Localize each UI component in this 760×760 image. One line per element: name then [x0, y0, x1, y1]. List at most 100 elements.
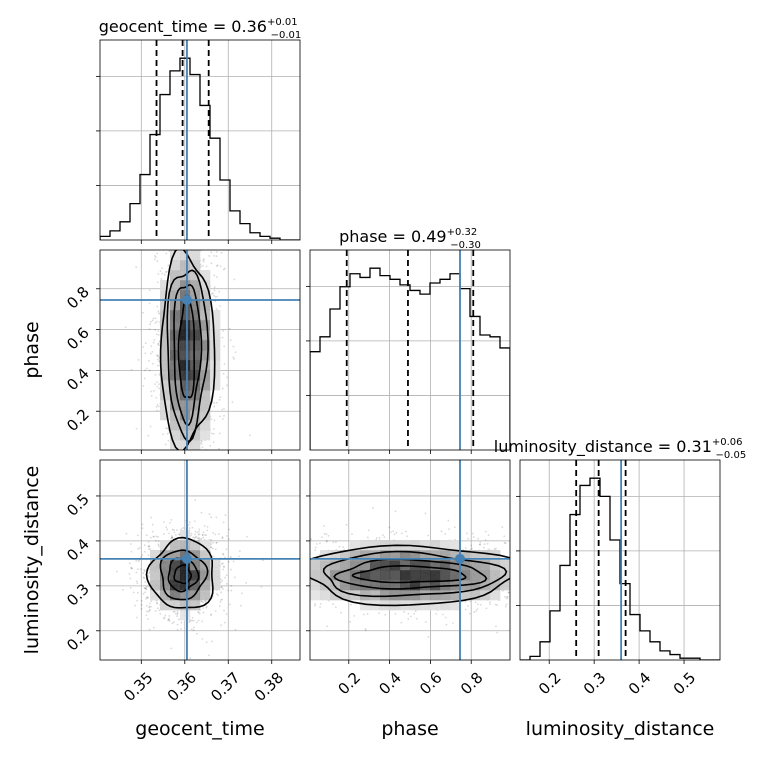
sample-point	[314, 549, 317, 552]
sample-point	[241, 592, 243, 595]
sample-point	[151, 350, 154, 353]
density-cell	[170, 250, 181, 261]
sample-point	[245, 457, 247, 459]
sample-point	[511, 581, 513, 583]
density-geocent_time-luminosity_distance	[115, 499, 264, 660]
sample-point	[201, 620, 204, 623]
sample-point	[279, 577, 281, 579]
sample-point	[198, 470, 200, 472]
density-cell	[170, 260, 181, 271]
x-tick-label-geocent_time: 0.35	[120, 669, 156, 705]
sample-point	[488, 548, 491, 551]
sample-point	[323, 532, 326, 535]
sample-point	[222, 568, 225, 571]
density-cell	[370, 570, 381, 581]
sample-point	[262, 551, 264, 553]
sample-point	[504, 605, 507, 608]
sample-point	[210, 453, 212, 455]
sample-point	[505, 603, 508, 606]
sample-point	[285, 572, 287, 574]
sample-point	[148, 544, 150, 547]
sample-point	[250, 578, 252, 580]
sample-point	[479, 603, 482, 606]
sample-point	[541, 577, 543, 579]
sample-point	[136, 582, 139, 585]
y-tick-label-phase: 0.6	[63, 324, 93, 354]
density-phase-luminosity_distance	[241, 506, 574, 638]
sample-point	[137, 359, 140, 361]
sample-point	[440, 530, 443, 533]
sample-point	[222, 418, 224, 420]
density-cell	[170, 540, 181, 551]
sample-point	[135, 616, 138, 619]
sample-point	[506, 595, 509, 598]
sample-point	[303, 552, 305, 554]
sample-point	[129, 586, 132, 589]
density-cell	[420, 600, 431, 611]
sample-point	[209, 541, 212, 544]
sample-point	[514, 569, 516, 571]
sample-point	[210, 293, 213, 295]
density-cell	[440, 570, 451, 581]
sample-point	[198, 528, 201, 531]
density-cell	[160, 590, 171, 601]
sample-point	[191, 241, 193, 243]
density-cell	[470, 570, 481, 581]
sample-point	[157, 405, 160, 408]
sample-point	[202, 260, 205, 263]
sample-point	[278, 570, 280, 572]
sample-point	[170, 457, 172, 459]
sample-point	[194, 214, 196, 216]
sample-point	[141, 554, 144, 556]
sample-point	[152, 179, 154, 181]
sample-point	[218, 447, 220, 450]
density-cell	[200, 290, 211, 301]
sample-point	[560, 560, 562, 562]
density-cell	[180, 360, 191, 371]
sample-point	[518, 572, 520, 574]
density-cell	[170, 560, 181, 571]
sample-point	[176, 623, 179, 626]
sample-point	[154, 373, 157, 376]
sample-point	[160, 278, 163, 280]
sample-point	[241, 564, 243, 566]
sample-point	[211, 547, 214, 550]
sample-point	[178, 461, 180, 463]
density-cell	[200, 570, 211, 581]
sample-point	[136, 592, 139, 594]
sample-point	[511, 573, 513, 575]
sample-point	[164, 271, 167, 273]
sample-point	[406, 535, 408, 538]
sample-point	[170, 535, 173, 537]
sample-point	[301, 590, 303, 592]
sample-point	[157, 342, 160, 345]
sample-point	[135, 559, 138, 562]
sample-point	[148, 289, 151, 292]
sample-point	[389, 531, 392, 534]
sample-point	[167, 617, 170, 620]
sample-point	[157, 273, 160, 276]
sample-point	[141, 523, 144, 526]
sample-point	[212, 292, 214, 295]
sample-point	[137, 568, 139, 571]
sample-point	[469, 600, 472, 603]
sample-point	[305, 622, 307, 624]
density-cell	[160, 390, 171, 401]
density-cell	[170, 270, 181, 281]
sample-point	[220, 591, 223, 594]
sample-point	[206, 525, 209, 528]
sample-point	[427, 534, 430, 537]
sample-point	[572, 567, 574, 569]
sample-point	[171, 622, 174, 625]
sample-point	[221, 387, 224, 390]
density-cell	[190, 550, 201, 561]
density-cell	[160, 290, 171, 301]
sample-point	[190, 234, 192, 236]
sample-point	[167, 439, 170, 442]
density-cell	[180, 330, 191, 341]
histogram-phase	[310, 267, 510, 450]
sample-point	[156, 409, 158, 412]
sample-point	[167, 264, 170, 267]
sample-point	[223, 408, 225, 410]
density-cell	[370, 560, 381, 571]
